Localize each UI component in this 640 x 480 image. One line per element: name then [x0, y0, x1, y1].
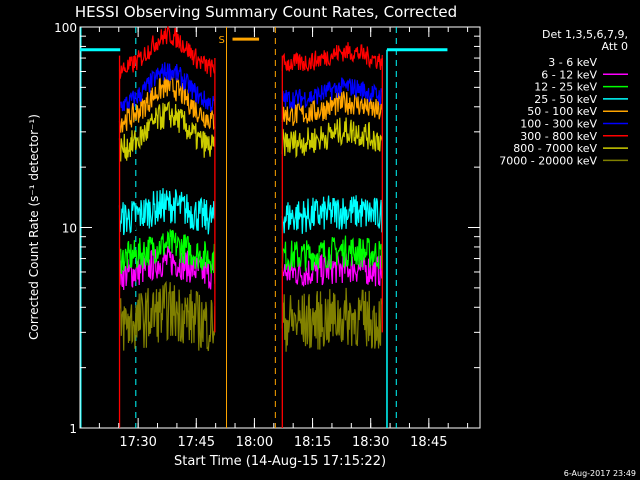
legend-label-5: 100 - 300 keV — [520, 118, 597, 131]
legend-label-4: 50 - 100 keV — [527, 105, 597, 118]
plot-layer: S — [80, 26, 448, 428]
y-axis-label: Corrected Count Rate (s⁻¹ detector⁻¹) — [27, 114, 41, 340]
legend-label-2: 12 - 25 keV — [534, 81, 597, 94]
y-tick-label-1: 10 — [62, 222, 77, 236]
x-tick-label-1: 17:45 — [178, 435, 215, 450]
series-line-1-segment-1 — [281, 252, 383, 287]
series-line-3-segment-0 — [118, 188, 216, 236]
x-axis-label: Start Time (14-Aug-15 17:15:22) — [174, 454, 386, 469]
y-tick-label-2: 100 — [54, 21, 77, 35]
detector-info-line2: Att 0 — [602, 40, 628, 53]
timestamp: 6-Aug-2017 23:49 — [564, 469, 636, 478]
legend-label-0: 3 - 6 keV — [548, 56, 597, 69]
detector-info-line1: Det 1,3,5,6,7,9, — [542, 28, 628, 41]
legend-label-7: 800 - 7000 keV — [513, 142, 597, 155]
series-line-6-segment-1 — [281, 42, 383, 72]
x-tick-label-4: 18:30 — [352, 435, 389, 450]
legend-label-3: 25 - 50 keV — [534, 93, 597, 106]
series-line-7-segment-0 — [118, 101, 216, 162]
plot-frame — [79, 26, 481, 429]
series-line-3-segment-1 — [281, 195, 383, 234]
series-line-5-segment-1 — [281, 77, 383, 110]
series-line-4-segment-1 — [281, 91, 383, 126]
legend-label-6: 300 - 800 keV — [520, 130, 597, 143]
chart-title: HESSI Observing Summary Count Rates, Cor… — [75, 3, 457, 21]
axis-layer: 1 10 100 17:30 17:45 18:00 18:15 18:30 18:45 — [54, 21, 480, 450]
x-tick-label-2: 18:00 — [236, 435, 273, 450]
legend-label-8: 7000 - 20000 keV — [499, 154, 597, 167]
legend-label-1: 6 - 12 keV — [541, 68, 597, 81]
series-line-2-segment-1 — [281, 235, 383, 272]
y-tick-label-0: 1 — [69, 422, 77, 436]
x-tick-label-0: 17:30 — [119, 435, 156, 450]
series-line-5-segment-0 — [119, 62, 216, 112]
series-line-6-segment-0 — [118, 26, 216, 79]
series-line-4-segment-0 — [118, 76, 216, 133]
x-tick-label-3: 18:15 — [294, 435, 331, 450]
saa-label: S — [219, 35, 225, 46]
series-line-0-segment-0 — [118, 207, 216, 250]
x-tick-label-5: 18:45 — [410, 435, 447, 450]
series-line-2-segment-0 — [118, 229, 216, 275]
series-line-8-segment-0 — [118, 280, 216, 352]
series-line-7-segment-1 — [281, 117, 383, 159]
series-line-8-segment-1 — [281, 287, 383, 352]
